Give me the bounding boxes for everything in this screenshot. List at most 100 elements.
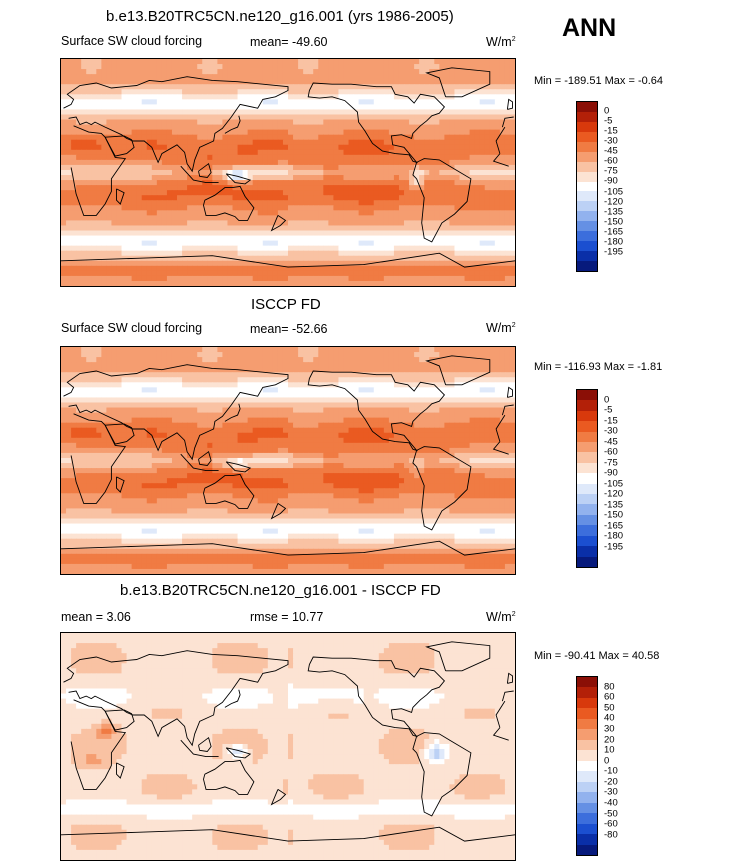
map-cell xyxy=(298,99,304,105)
map-cell xyxy=(298,159,304,166)
map-cell xyxy=(197,220,203,227)
map-cell xyxy=(262,347,269,353)
map-cell xyxy=(272,235,279,242)
map-cell xyxy=(217,357,224,363)
map-cell xyxy=(373,270,380,277)
map-cell xyxy=(328,79,334,85)
map-cell xyxy=(363,347,370,353)
map-cell xyxy=(222,190,229,196)
map-cell xyxy=(318,94,324,100)
map-cell xyxy=(237,362,244,368)
map-cell xyxy=(252,387,259,393)
map-cell xyxy=(444,205,451,211)
map-cell xyxy=(313,114,319,121)
map-cell xyxy=(192,139,198,146)
map-cell xyxy=(141,139,148,146)
map-cell xyxy=(96,169,102,176)
map-cell xyxy=(393,255,400,262)
map-cell xyxy=(257,280,264,286)
map-cell xyxy=(313,240,319,247)
map-cell xyxy=(156,352,163,358)
map-cell xyxy=(293,280,299,286)
map-cell xyxy=(227,149,234,156)
map-cell xyxy=(96,180,102,186)
map-cell xyxy=(504,154,511,161)
map-cell xyxy=(202,280,208,286)
map-cell xyxy=(81,169,87,176)
map-cell xyxy=(267,129,274,136)
map-cell xyxy=(121,205,128,211)
map-cell xyxy=(424,134,430,141)
map-cell xyxy=(293,260,299,267)
map-cell xyxy=(212,377,218,383)
map-cell xyxy=(237,109,244,116)
map-cell xyxy=(459,144,466,151)
map-cell xyxy=(393,69,400,75)
map-cell xyxy=(449,250,456,257)
map-cell xyxy=(227,124,234,131)
map-cell xyxy=(388,180,395,186)
map-cell xyxy=(298,139,304,146)
map-cell xyxy=(474,180,481,186)
map-cell xyxy=(308,164,314,171)
map-cell xyxy=(293,362,299,368)
map-cell xyxy=(242,367,249,373)
map-cell xyxy=(166,114,173,121)
map-cell xyxy=(454,139,461,146)
map-cell xyxy=(227,64,234,70)
map-cell xyxy=(288,245,294,252)
map-cell xyxy=(368,190,375,196)
map-cell xyxy=(121,119,128,126)
map-cell xyxy=(182,240,188,247)
map-cell xyxy=(414,205,420,211)
map-cell xyxy=(86,215,92,222)
map-cell xyxy=(282,129,289,136)
map-cell xyxy=(509,347,515,353)
map-cell xyxy=(237,94,244,100)
map-cell xyxy=(247,210,254,216)
map-cell xyxy=(404,372,410,378)
map-cell xyxy=(212,230,218,237)
map-cell xyxy=(136,134,143,141)
map-cell xyxy=(378,144,385,151)
map-cell xyxy=(303,109,309,116)
map-cell xyxy=(479,347,486,353)
map-cell xyxy=(474,367,481,373)
map-cell xyxy=(126,104,133,111)
map-cell xyxy=(146,210,153,216)
map-cell xyxy=(66,377,72,383)
map-cell xyxy=(177,245,183,252)
map-cell xyxy=(419,119,425,126)
colorbar-swatch xyxy=(577,261,597,271)
map-cell xyxy=(323,154,329,161)
map-cell xyxy=(424,175,430,181)
map-cell xyxy=(373,245,380,252)
map-cell xyxy=(111,149,118,156)
map-cell xyxy=(378,362,385,368)
map-cell xyxy=(171,215,178,222)
map-cell xyxy=(106,134,113,141)
map-cell xyxy=(504,280,511,286)
map-cell xyxy=(66,392,72,399)
map-cell xyxy=(71,220,77,227)
map-cell xyxy=(101,149,107,156)
map-cell xyxy=(257,94,264,100)
map-cell xyxy=(353,124,360,131)
map-cell xyxy=(404,220,410,227)
map-cell xyxy=(509,185,515,191)
map-cell xyxy=(318,74,324,80)
map-cell xyxy=(247,352,254,358)
map-cell xyxy=(338,69,345,75)
map-cell xyxy=(363,164,370,171)
map-cell xyxy=(358,185,365,191)
map-cell xyxy=(86,235,92,242)
map-cell xyxy=(76,392,82,399)
map-cell xyxy=(252,159,259,166)
map-cell xyxy=(504,69,511,75)
map-cell xyxy=(197,250,203,257)
map-cell xyxy=(499,59,506,65)
map-cell xyxy=(414,114,420,121)
map-cell xyxy=(469,220,476,227)
map-cell xyxy=(101,260,107,267)
map-cell xyxy=(363,119,370,126)
